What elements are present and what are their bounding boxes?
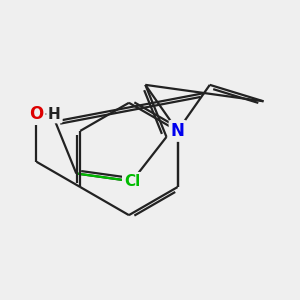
Text: O: O — [29, 105, 44, 123]
Text: H: H — [48, 106, 61, 122]
Text: N: N — [171, 122, 184, 140]
Text: Cl: Cl — [124, 174, 140, 189]
